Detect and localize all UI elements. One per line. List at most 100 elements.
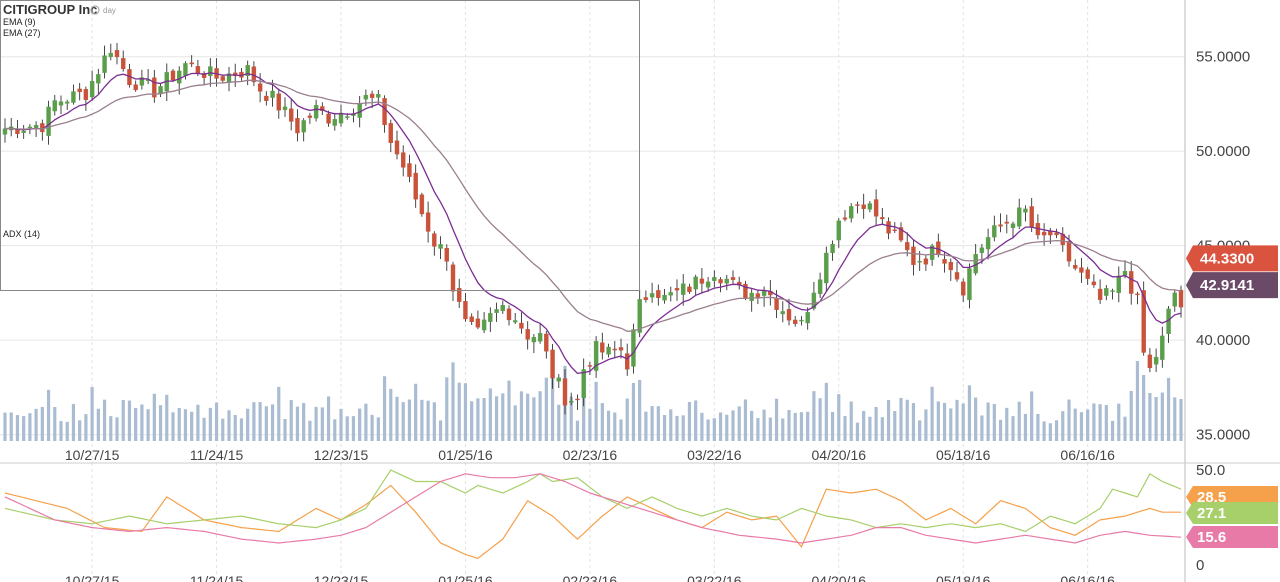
candle-body: [1091, 281, 1097, 286]
candle-body: [1073, 265, 1078, 269]
adx-x-tick-label: 12/23/15: [314, 573, 369, 582]
volume-bar: [998, 419, 1003, 441]
candle-body: [942, 259, 947, 264]
volume-bar: [1054, 420, 1059, 441]
volume-bar: [246, 408, 250, 441]
candle-body: [438, 244, 443, 249]
volume-bar: [606, 410, 611, 441]
volume-bar: [650, 406, 654, 441]
candle-body: [606, 346, 611, 355]
adx-x-tick-label: 01/25/16: [438, 573, 493, 582]
adx-tag: [1186, 502, 1278, 524]
candle-body: [556, 377, 561, 382]
candle-body: [475, 318, 481, 328]
candle-body: [625, 353, 630, 370]
candle-body: [537, 333, 543, 342]
candle-body: [985, 237, 991, 250]
candle-body: [152, 77, 157, 98]
volume-bar: [96, 408, 100, 441]
volume-bar: [432, 402, 436, 441]
volume-bar: [1011, 416, 1015, 441]
candle-body: [755, 293, 761, 298]
candle-body: [65, 101, 70, 104]
x-tick-label: 10/27/15: [65, 447, 120, 463]
volume-bar: [849, 401, 853, 441]
volume-bar: [781, 418, 785, 441]
chart-title: CITIGROUP Inc: [3, 2, 97, 17]
volume-bar: [986, 402, 990, 441]
candle-body: [189, 62, 194, 65]
candle-body: [500, 305, 505, 312]
volume-bar: [681, 415, 685, 441]
candle-body: [1116, 275, 1121, 293]
candle-body: [1178, 289, 1184, 308]
volume-bar: [451, 362, 455, 441]
candle-body: [270, 90, 275, 98]
volume-bar: [980, 415, 984, 441]
volume-bar: [638, 379, 642, 441]
candle-body: [77, 88, 82, 93]
volume-bar: [594, 381, 598, 441]
candle-body: [824, 252, 829, 284]
volume-bar: [787, 410, 791, 441]
volume-bar: [1179, 398, 1183, 441]
candle-body: [233, 72, 238, 77]
volume-bar: [743, 399, 748, 441]
volume-bar: [488, 388, 492, 441]
volume-bar: [992, 404, 996, 441]
volume-bar: [308, 420, 312, 441]
volume-bar: [370, 414, 374, 441]
volume-bar: [445, 377, 449, 441]
candle-body: [1104, 288, 1109, 296]
candle-body: [27, 126, 33, 129]
volume-bar: [662, 415, 667, 441]
volume-bar: [65, 421, 69, 441]
candle-body: [444, 247, 449, 262]
chart-period: day: [103, 6, 116, 15]
candle-body: [600, 342, 605, 353]
volume-bar: [756, 418, 760, 441]
adx-x-tick-label: 04/20/16: [812, 573, 867, 582]
candle-body: [1023, 208, 1028, 213]
candle-body: [1147, 354, 1153, 369]
candle-body: [208, 66, 213, 77]
candle-body: [892, 229, 897, 231]
adx-x-tick-label: 06/16/16: [1060, 573, 1115, 582]
candle-body: [1017, 207, 1022, 227]
candle-body: [612, 348, 617, 351]
legend-ema9: EMA (9): [3, 17, 36, 27]
volume-bar: [457, 382, 461, 441]
volume-bar: [942, 402, 947, 441]
volume-bar: [1079, 412, 1084, 441]
volume-bar: [930, 386, 934, 441]
volume-bar: [333, 419, 337, 441]
y-tick-label: 40.0000: [1196, 332, 1250, 349]
candle-body: [1097, 288, 1103, 300]
volume-bar: [158, 405, 163, 441]
adx-x-tick-label: 05/18/16: [936, 573, 991, 582]
candle-body: [121, 58, 126, 70]
volume-bar: [1110, 420, 1115, 441]
candle-body: [1129, 271, 1134, 294]
adx-tag-label: 27.1: [1197, 505, 1226, 522]
adx-tag-label: 28.5: [1197, 489, 1226, 506]
volume-bar: [837, 394, 841, 441]
candle-body: [544, 333, 549, 352]
volume-bar: [768, 417, 772, 441]
candle-body: [724, 278, 729, 284]
candle-body: [481, 319, 487, 331]
x-tick-label: 02/23/16: [563, 447, 618, 463]
candle-body: [494, 309, 499, 313]
volume-bar: [239, 418, 244, 441]
candle-body: [425, 212, 431, 232]
volume-bar: [482, 398, 486, 441]
candle-body: [705, 281, 711, 288]
volume-bar: [1092, 403, 1096, 441]
candle-body: [637, 299, 642, 333]
volume-bar: [283, 419, 287, 441]
candle-body: [513, 320, 518, 323]
candle-body: [873, 199, 879, 217]
candle-body: [992, 225, 997, 238]
candle-body: [861, 204, 866, 209]
volume-bar: [1048, 423, 1052, 441]
